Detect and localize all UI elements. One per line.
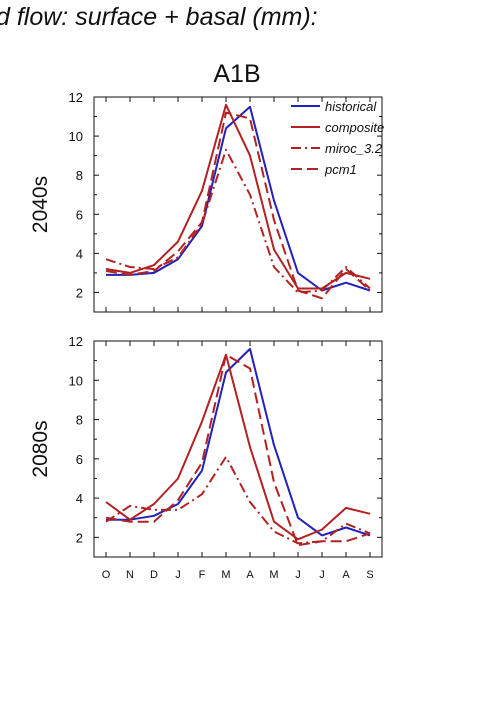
scenario-title: A1B [213,60,260,88]
y-tick-label: 6 [76,452,83,467]
y-tick-label: 8 [76,413,83,428]
panel-row-label: 2080s [29,420,52,477]
legend-label: historical [325,99,377,114]
y-tick-label: 2 [76,530,83,545]
y-tick-label: 2 [76,285,83,300]
y-tick-label: 10 [69,129,83,144]
y-tick-label: 12 [69,334,83,349]
panel-2040s: 2 4 6 8 10 12 2040s historical composite miroc_3.… [29,90,384,313]
series-line-miroc-3-2 [105,148,371,294]
y-tick-label: 4 [76,491,83,506]
series-line-historical [106,105,371,292]
panel-2080s: 2 4 6 8 10 12 O N D J F M A M J J A S 2080s [29,334,383,581]
x-tick-label: F [199,569,206,581]
y-tick-label: 10 [69,373,83,388]
y-tick-label: 6 [76,207,83,222]
series-line-composite [105,353,371,541]
figure-title: d flow: surface + basal (mm): [0,3,318,31]
series-line-pcm1 [105,111,371,300]
panels: 2 4 6 8 10 12 2040s historical composite miroc_3.… [29,90,384,581]
x-tick-label: D [150,569,158,581]
legend-label: composite [325,120,384,135]
x-tick-label: J [175,569,181,581]
x-tick-label: O [102,569,111,581]
y-tick-label: 4 [76,246,83,261]
series-line-historical [106,347,371,537]
x-tick-label: J [295,569,301,581]
series-line-miroc-3-2 [105,455,371,545]
x-tick-label: N [126,569,134,581]
legend: historical composite miroc_3.2 pcm1 [291,99,384,177]
panel-row-label: 2040s [29,176,52,233]
plot-frame [93,96,383,313]
series-line-pcm1 [105,353,371,547]
x-tick-label: J [319,569,325,581]
x-tick-label: A [342,569,350,581]
x-tick-label: M [221,569,230,581]
y-tick-label: 8 [76,168,83,183]
plot-frame [93,340,383,558]
y-tick-label: 12 [69,90,83,105]
x-tick-label: M [269,569,278,581]
x-tick-label: S [366,569,373,581]
x-tick-label: A [246,569,254,581]
legend-label: miroc_3.2 [325,141,383,156]
legend-label: pcm1 [324,162,357,177]
